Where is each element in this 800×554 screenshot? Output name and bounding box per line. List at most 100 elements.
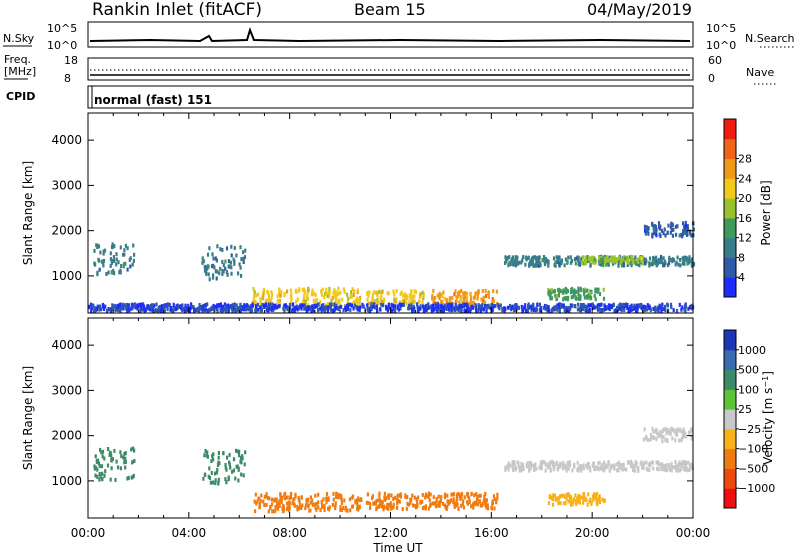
heatmap-cell <box>657 308 660 313</box>
heatmap-cell <box>581 500 585 505</box>
freq-unit: [MHz] <box>4 65 36 78</box>
heatmap-cell <box>257 307 260 312</box>
heatmap-cell <box>595 498 599 503</box>
colorbar-tick-label: 100 <box>738 383 759 396</box>
heatmap-cell <box>664 233 667 238</box>
heatmap-cell <box>345 305 348 310</box>
heatmap-cell <box>583 295 586 300</box>
heatmap-cell <box>645 460 648 465</box>
heatmap-cell <box>294 492 297 497</box>
heatmap-cell <box>226 455 229 460</box>
nave-label: Nave <box>746 66 774 79</box>
heatmap-cell <box>678 302 681 307</box>
heatmap-cell <box>105 272 108 276</box>
heatmap-cell <box>675 308 679 313</box>
heatmap-cell <box>649 461 652 466</box>
heatmap-cell <box>582 304 585 309</box>
heatmap-cell <box>214 256 217 261</box>
heatmap-cell <box>569 303 572 308</box>
heatmap-cell <box>526 464 529 469</box>
heatmap-cell <box>662 463 665 468</box>
heatmap-cell <box>110 466 113 471</box>
heatmap-cell <box>340 501 343 506</box>
heatmap-cell <box>190 302 193 307</box>
heatmap-cell <box>652 224 655 229</box>
x-tick-label: 00:00 <box>676 526 711 540</box>
heatmap-cell <box>288 500 291 505</box>
heatmap-cell <box>601 256 605 261</box>
heatmap-cell <box>460 304 463 308</box>
heatmap-cell <box>282 503 285 508</box>
heatmap-cell <box>102 251 105 256</box>
heatmap-cell <box>225 480 228 485</box>
heatmap-cell <box>478 493 481 498</box>
heatmap-cell <box>216 244 219 249</box>
heatmap-cell <box>267 299 270 304</box>
heatmap-cell <box>570 259 573 263</box>
heatmap-cell <box>477 502 480 507</box>
heatmap-cell <box>98 472 101 476</box>
heatmap-cell <box>242 473 245 478</box>
heatmap-cell <box>550 296 553 301</box>
heatmap-cell <box>273 498 276 503</box>
heatmap-cell <box>397 307 400 312</box>
heatmap-cell <box>93 464 96 469</box>
heatmap-cell <box>648 261 651 266</box>
heatmap-cell <box>317 302 320 307</box>
heatmap-cell <box>652 307 655 311</box>
heatmap-cell <box>664 438 667 443</box>
heatmap-cell <box>562 501 565 506</box>
heatmap-cell <box>511 255 515 260</box>
heatmap-cell <box>424 506 427 511</box>
heatmap-cell <box>599 465 602 470</box>
heatmap-cell <box>391 303 395 308</box>
heatmap-cell <box>658 462 661 467</box>
heatmap-cell <box>378 493 381 498</box>
heatmap-cell <box>393 292 396 297</box>
heatmap-cell <box>317 500 320 505</box>
heatmap-cell <box>627 260 630 265</box>
heatmap-cell <box>313 502 316 507</box>
heatmap-cell <box>526 308 529 313</box>
heatmap-cell <box>684 431 687 436</box>
heatmap-cell <box>214 481 217 486</box>
heatmap-cell <box>424 307 428 312</box>
heatmap-cell <box>111 457 114 461</box>
heatmap-cell <box>682 259 685 264</box>
heatmap-cell <box>421 499 424 504</box>
heatmap-cell <box>613 466 616 471</box>
heatmap-cell <box>206 308 209 313</box>
heatmap-cell <box>597 306 600 311</box>
heatmap-cell <box>506 465 509 470</box>
heatmap-cell <box>293 308 296 313</box>
heatmap-cell <box>419 292 422 297</box>
heatmap-cell <box>635 461 638 466</box>
heatmap-cell <box>260 308 263 313</box>
heatmap-cell <box>257 496 260 501</box>
heatmap-cell <box>574 493 577 498</box>
heatmap-cell <box>469 291 472 296</box>
heatmap-cell <box>155 308 158 313</box>
heatmap-cell <box>537 263 540 268</box>
heatmap-cell <box>543 460 546 465</box>
heatmap-cell <box>595 465 598 470</box>
heatmap-cell <box>662 231 665 236</box>
heatmap-cell <box>238 453 241 458</box>
heatmap-cell <box>419 304 422 309</box>
heatmap-cell <box>653 435 656 440</box>
heatmap-cell <box>604 261 607 266</box>
heatmap-cell <box>401 302 404 307</box>
heatmap-cell <box>618 255 621 260</box>
heatmap-cell <box>126 267 129 272</box>
heatmap-cell <box>110 244 114 249</box>
heatmap-cell <box>680 438 683 443</box>
heatmap-cell <box>558 308 561 313</box>
heatmap-cell <box>335 290 338 295</box>
heatmap-cell <box>212 480 215 485</box>
heatmap-cell <box>143 308 146 313</box>
freq-tick-bottom: 8 <box>64 72 71 85</box>
heatmap-cell <box>380 294 383 299</box>
heatmap-cell <box>366 303 369 308</box>
heatmap-cell <box>636 262 639 266</box>
heatmap-cell <box>368 290 371 295</box>
